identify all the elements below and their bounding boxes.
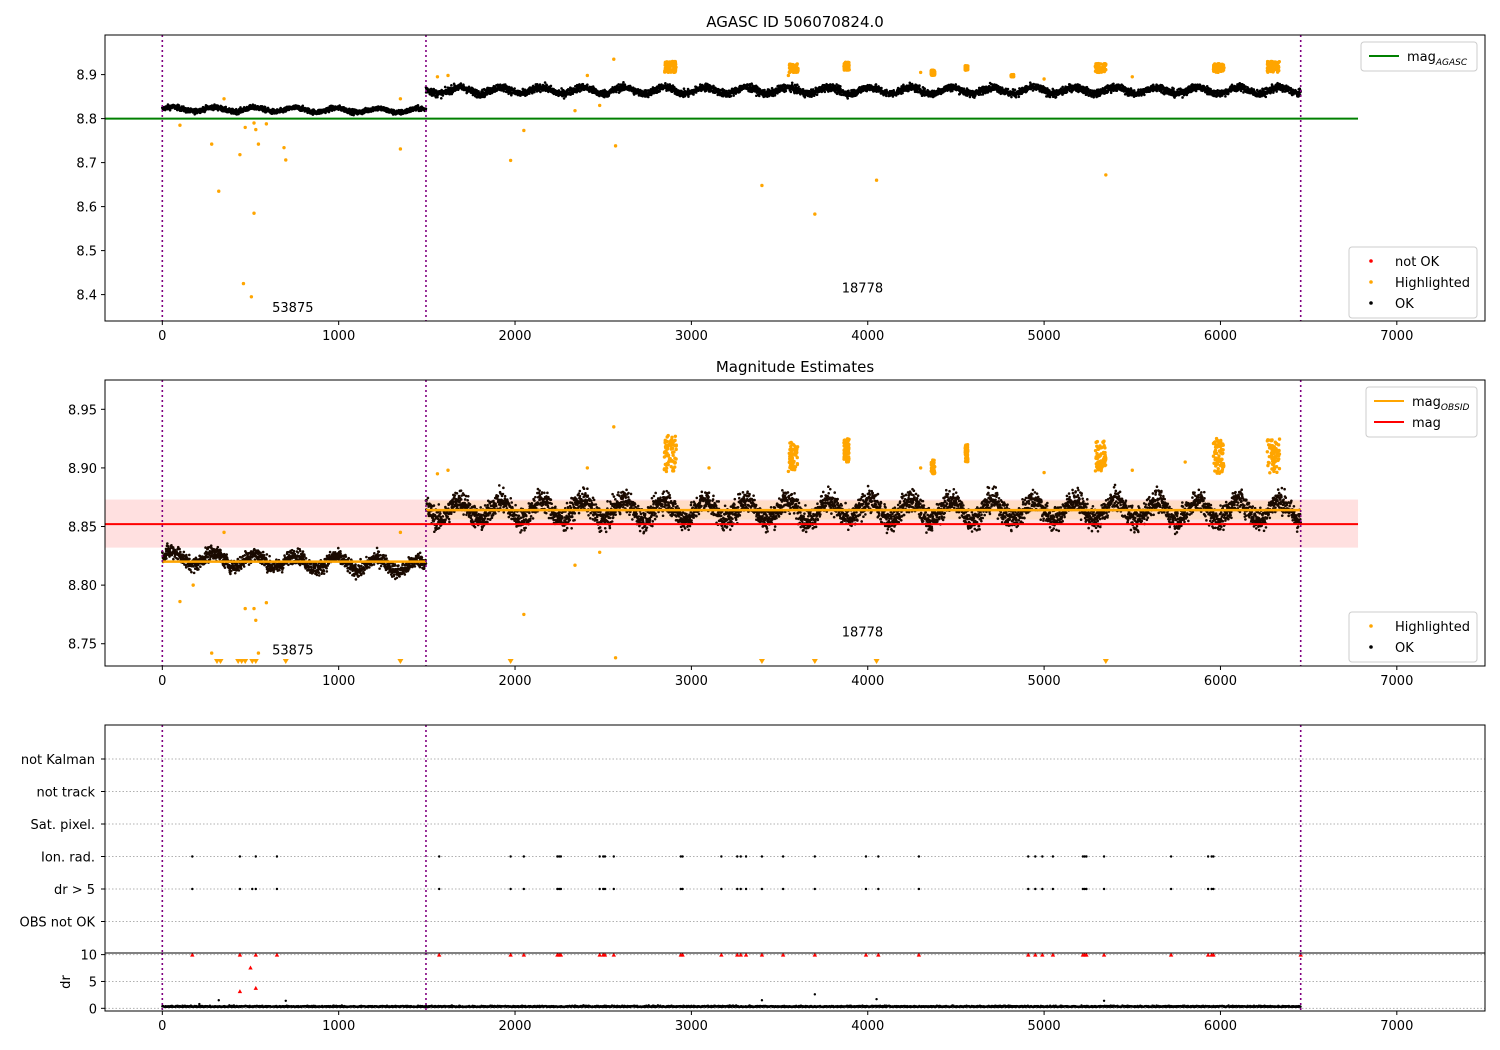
ok-point (823, 90, 827, 94)
ok-point (441, 94, 445, 97)
ok-point (839, 85, 842, 88)
ok-point (923, 87, 927, 91)
ok-point (439, 96, 443, 100)
ok-point (539, 90, 542, 94)
ok-point (729, 94, 733, 98)
ok-point (784, 89, 788, 93)
ok-point (1006, 87, 1010, 91)
top-chart-title: AGASC ID 506070824.0 (706, 13, 884, 31)
ok-point (1065, 90, 1069, 94)
ok-point (682, 87, 686, 91)
ok-point (168, 108, 172, 112)
ok-point (1061, 85, 1064, 89)
ok-point (416, 104, 420, 107)
ok-point (1115, 89, 1119, 93)
ok-point (586, 83, 589, 87)
ok-point (687, 95, 690, 98)
middle-chart-title: Magnitude Estimates (716, 358, 874, 376)
ok-point (301, 104, 305, 108)
ok-point (1112, 82, 1115, 86)
ok-point (1109, 91, 1113, 95)
ok-point (664, 81, 667, 85)
ok-point (646, 95, 650, 99)
ok-point (1031, 89, 1035, 92)
ok-point (436, 95, 439, 99)
ok-point (918, 84, 921, 87)
ok-point (1014, 95, 1018, 99)
ok-point (502, 89, 506, 93)
ok-point (732, 94, 735, 97)
ok-point (815, 93, 819, 97)
ok-point (880, 86, 883, 90)
ok-point (224, 105, 228, 109)
ok-point (846, 97, 850, 100)
ok-point (1010, 95, 1013, 99)
ok-point (435, 89, 438, 93)
ok-point (622, 80, 625, 84)
ok-point (549, 84, 553, 88)
ok-point (789, 90, 793, 94)
ok-point (177, 104, 181, 107)
ok-point (424, 107, 428, 111)
ok-point (790, 81, 794, 85)
ok-point (443, 85, 447, 89)
ok-point (658, 90, 662, 93)
ok-point (513, 87, 516, 90)
ok-point (885, 94, 888, 98)
ok-point (901, 91, 904, 95)
ok-point (1017, 95, 1021, 99)
ok-point (874, 83, 878, 86)
ok-point (1013, 88, 1017, 92)
ok-point (1054, 95, 1058, 99)
ok-point (459, 82, 463, 85)
ok-point (962, 87, 966, 90)
ok-point (450, 84, 453, 87)
ok-point (954, 83, 958, 86)
ok-point (797, 85, 800, 89)
ok-point (182, 105, 185, 108)
ok-point (251, 103, 255, 106)
ok-point (543, 81, 547, 84)
